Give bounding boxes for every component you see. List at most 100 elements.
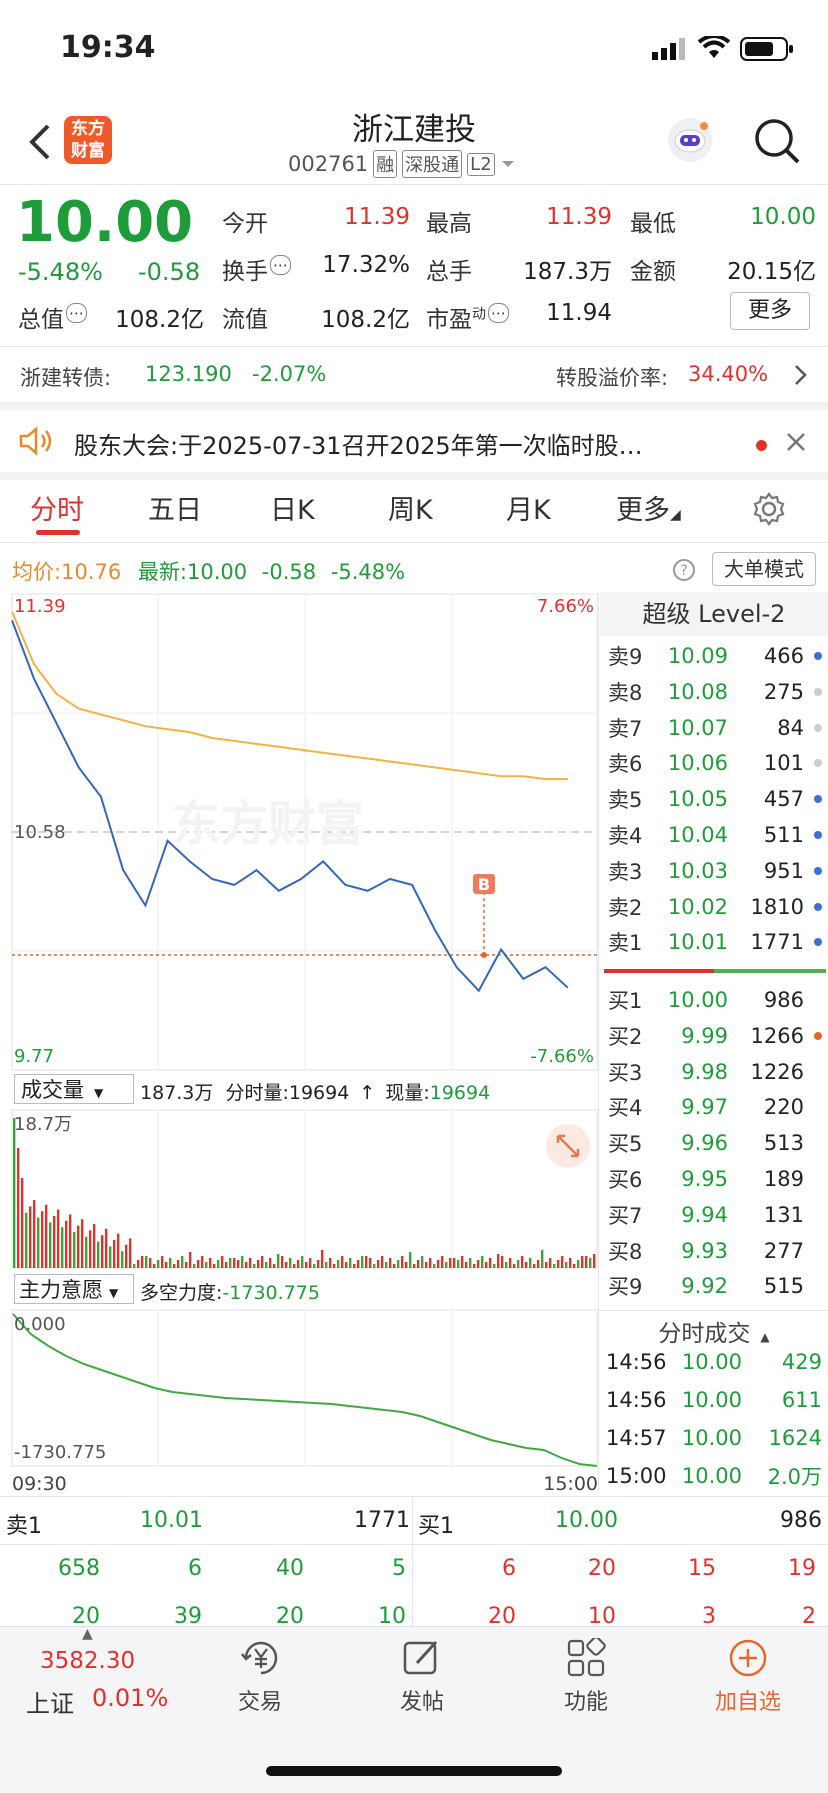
trade-yen-icon[interactable] [238, 1638, 284, 1678]
stock-code-row[interactable]: 002761 融 深股通 L2 [288, 150, 516, 178]
level-label: 买5 [608, 1132, 643, 1157]
value-float-value: 108.2亿 [321, 307, 410, 333]
tab-intraday[interactable]: 分时 [30, 495, 84, 526]
help-icon[interactable]: ? [672, 558, 696, 582]
level2-title[interactable]: 超级 Level-2 [600, 592, 828, 636]
label-pe[interactable]: 市盈动 ⋯ [426, 300, 509, 334]
buy-marker-icon[interactable] [473, 874, 495, 894]
volume-bar [517, 1260, 520, 1268]
label-amount: 金额 [630, 259, 676, 285]
level-dot [814, 1139, 822, 1147]
volume-bar [77, 1225, 80, 1268]
volume-bar [13, 1118, 16, 1268]
volume-bar [561, 1256, 564, 1268]
volume-bar [149, 1258, 152, 1268]
trades-title[interactable]: 分时成交 ▲ [658, 1321, 770, 1347]
volume-bar [417, 1260, 420, 1268]
close-icon[interactable] [786, 432, 806, 452]
ask-row[interactable]: 卖6 10.06 101 [600, 745, 828, 781]
level-label: 买8 [608, 1239, 643, 1264]
level-dot [814, 1175, 822, 1183]
bid-row[interactable]: 买4 9.97 220 [600, 1089, 828, 1125]
trade-price: 10.00 [681, 1388, 742, 1412]
tab-five-day[interactable]: 五日 [148, 495, 202, 526]
volume-bar [329, 1258, 332, 1268]
ask-row[interactable]: 卖7 10.07 84 [600, 710, 828, 746]
bid-row[interactable]: 买8 9.93 277 [600, 1233, 828, 1269]
nav-post[interactable]: 发帖 [399, 1690, 444, 1715]
label-turnover[interactable]: 换手 ⋯ [222, 252, 291, 286]
level-volume: 277 [763, 1238, 804, 1263]
add-watchlist-icon[interactable] [728, 1638, 768, 1678]
ask-row[interactable]: 卖2 10.02 1810 [600, 889, 828, 925]
volume-bar [429, 1258, 432, 1268]
info-icon: ⋯ [66, 303, 87, 324]
tab-weekly-k[interactable]: 周K [388, 495, 433, 526]
back-icon[interactable] [26, 122, 54, 162]
index-value[interactable]: 3582.30 [40, 1648, 136, 1674]
depth-queue-cell: 2 [802, 1604, 816, 1629]
label-total-value[interactable]: 总值 ⋯ [18, 300, 87, 334]
nav-add-watchlist[interactable]: 加自选 [714, 1690, 781, 1715]
depth-sell-label: 卖1 [6, 1514, 42, 1539]
label-open: 今开 [222, 211, 268, 237]
ask-row[interactable]: 卖4 10.04 511 [600, 817, 828, 853]
convertible-bond-row[interactable]: 浙建转债: 123.190 -2.07% 转股溢价率: 34.40% [0, 346, 828, 402]
bottom-nav [0, 1626, 828, 1793]
level-price: 10.07 [667, 715, 728, 740]
force-chart[interactable]: 0.000 -1730.775 09:30 15:00 [0, 1308, 600, 1492]
bid-row[interactable]: 买5 9.96 513 [600, 1125, 828, 1161]
volume-bar [465, 1262, 468, 1268]
functions-grid-icon[interactable] [566, 1638, 606, 1678]
post-edit-icon[interactable] [402, 1638, 442, 1678]
volume-bar [225, 1262, 228, 1268]
robot-assistant-icon[interactable] [666, 116, 714, 164]
bid-row[interactable]: 买6 9.95 189 [600, 1161, 828, 1197]
ask-row[interactable]: 卖1 10.01 1771 [600, 924, 828, 960]
volume-bar [285, 1262, 288, 1268]
bid-row[interactable]: 买2 9.99 1266 [600, 1018, 828, 1054]
volume-bar [229, 1258, 232, 1268]
settings-gear-icon[interactable] [752, 492, 786, 526]
index-percent[interactable]: 0.01% [92, 1684, 169, 1712]
tab-daily-k[interactable]: 日K [270, 495, 315, 526]
ask-row[interactable]: 卖5 10.05 457 [600, 781, 828, 817]
more-button[interactable]: 更多 [730, 292, 810, 330]
index-name[interactable]: 上证 [26, 1690, 74, 1718]
level-dot [814, 831, 822, 839]
speaker-icon [19, 426, 52, 456]
big-order-mode-button[interactable]: 大单模式 [712, 552, 816, 586]
tab-monthly-k[interactable]: 月K [506, 495, 551, 526]
nav-functions[interactable]: 功能 [563, 1690, 608, 1715]
volume-bar [349, 1258, 352, 1268]
notice-bar[interactable]: 股东大会:于2025-07-31召开2025年第一次临时股… [0, 402, 828, 472]
volume-bar [293, 1264, 296, 1268]
volume-selector[interactable]: 成交量 ▼ [14, 1074, 134, 1104]
bid-row[interactable]: 买3 9.98 1226 [600, 1054, 828, 1090]
level-price: 10.02 [667, 894, 728, 919]
depth-queue-cell: 10 [378, 1604, 406, 1629]
depth-queue-cell: 5 [392, 1556, 406, 1581]
volume-bar [109, 1246, 112, 1268]
volume-bar [405, 1262, 408, 1268]
value-pe: 11.94 [546, 300, 612, 326]
app-logo[interactable]: 东方财富 [64, 116, 112, 164]
ask-row[interactable]: 卖3 10.03 951 [600, 853, 828, 889]
volume-chart[interactable]: 18.7万 [0, 1108, 600, 1272]
level-dot [814, 1282, 822, 1290]
bid-row[interactable]: 买7 9.94 131 [600, 1197, 828, 1233]
volume-bar [257, 1260, 260, 1268]
tab-more[interactable]: 更多◢ [616, 495, 681, 526]
search-icon[interactable] [752, 116, 802, 166]
volume-bar [365, 1256, 368, 1268]
depth-queue-cell: 20 [488, 1604, 516, 1629]
ask-row[interactable]: 卖9 10.09 466 [600, 638, 828, 674]
trade-price: 10.00 [681, 1350, 742, 1374]
force-selector[interactable]: 主力意愿 ▼ [14, 1274, 134, 1304]
bid-row[interactable]: 买9 9.92 515 [600, 1268, 828, 1304]
volume-bar [473, 1264, 476, 1268]
nav-trade[interactable]: 交易 [237, 1690, 282, 1715]
bid-row[interactable]: 买1 10.00 986 [600, 982, 828, 1018]
intraday-price-chart[interactable]: 东方财富 B 11.39 10.58 9.77 7.66% -7.66% [0, 592, 600, 1072]
ask-row[interactable]: 卖8 10.08 275 [600, 674, 828, 710]
